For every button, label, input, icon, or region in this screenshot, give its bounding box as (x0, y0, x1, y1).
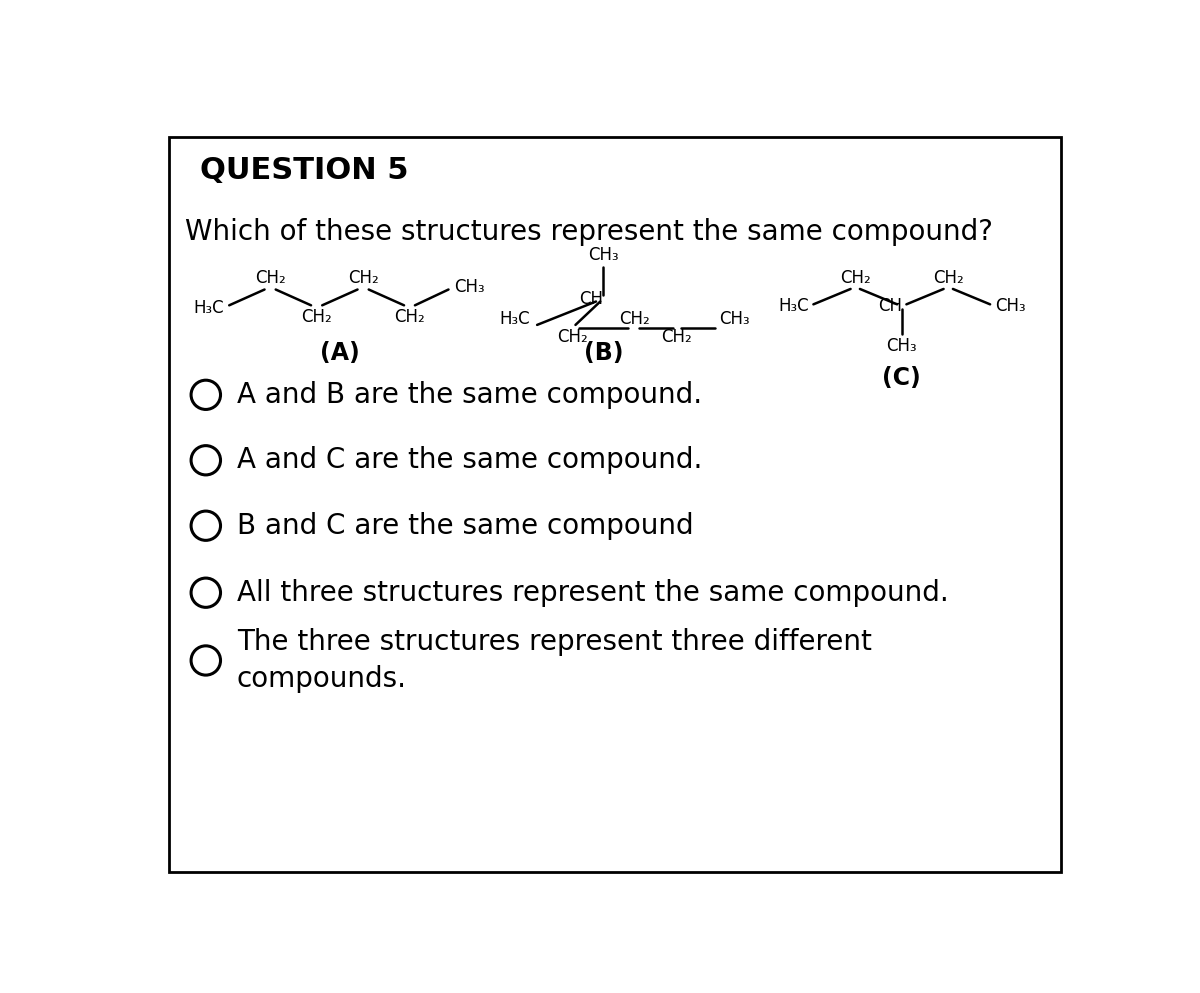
Text: B and C are the same compound: B and C are the same compound (236, 511, 694, 540)
Text: CH₃: CH₃ (995, 297, 1025, 315)
FancyBboxPatch shape (169, 137, 1061, 872)
Text: CH: CH (580, 290, 604, 308)
Text: CH₂: CH₂ (395, 308, 425, 326)
Text: All three structures represent the same compound.: All three structures represent the same … (236, 579, 948, 607)
Text: A and B are the same compound.: A and B are the same compound. (236, 381, 702, 409)
Text: CH₃: CH₃ (720, 310, 750, 328)
Text: CH₂: CH₂ (840, 269, 871, 287)
Text: (C): (C) (882, 366, 922, 390)
Text: CH₃: CH₃ (454, 278, 485, 296)
Text: CH₂: CH₂ (557, 328, 588, 346)
Text: H₃C: H₃C (499, 310, 529, 328)
Text: CH₂: CH₂ (348, 269, 378, 287)
Text: A and C are the same compound.: A and C are the same compound. (236, 446, 702, 475)
Text: H₃C: H₃C (193, 299, 223, 317)
Text: H₃C: H₃C (778, 297, 809, 315)
Text: CH₂: CH₂ (932, 269, 964, 287)
Text: (B): (B) (583, 341, 623, 364)
Text: CH₂: CH₂ (619, 310, 649, 328)
Text: CH₂: CH₂ (254, 269, 286, 287)
Text: (A): (A) (320, 341, 360, 364)
Text: CH₃: CH₃ (588, 246, 619, 264)
Text: Which of these structures represent the same compound?: Which of these structures represent the … (185, 217, 992, 245)
Text: CH₃: CH₃ (887, 337, 917, 355)
Text: QUESTION 5: QUESTION 5 (200, 156, 409, 185)
Text: The three structures represent three different
compounds.: The three structures represent three dif… (236, 628, 871, 693)
Text: CH₂: CH₂ (661, 328, 692, 346)
Text: CH: CH (877, 297, 901, 315)
Text: CH₂: CH₂ (301, 308, 332, 326)
